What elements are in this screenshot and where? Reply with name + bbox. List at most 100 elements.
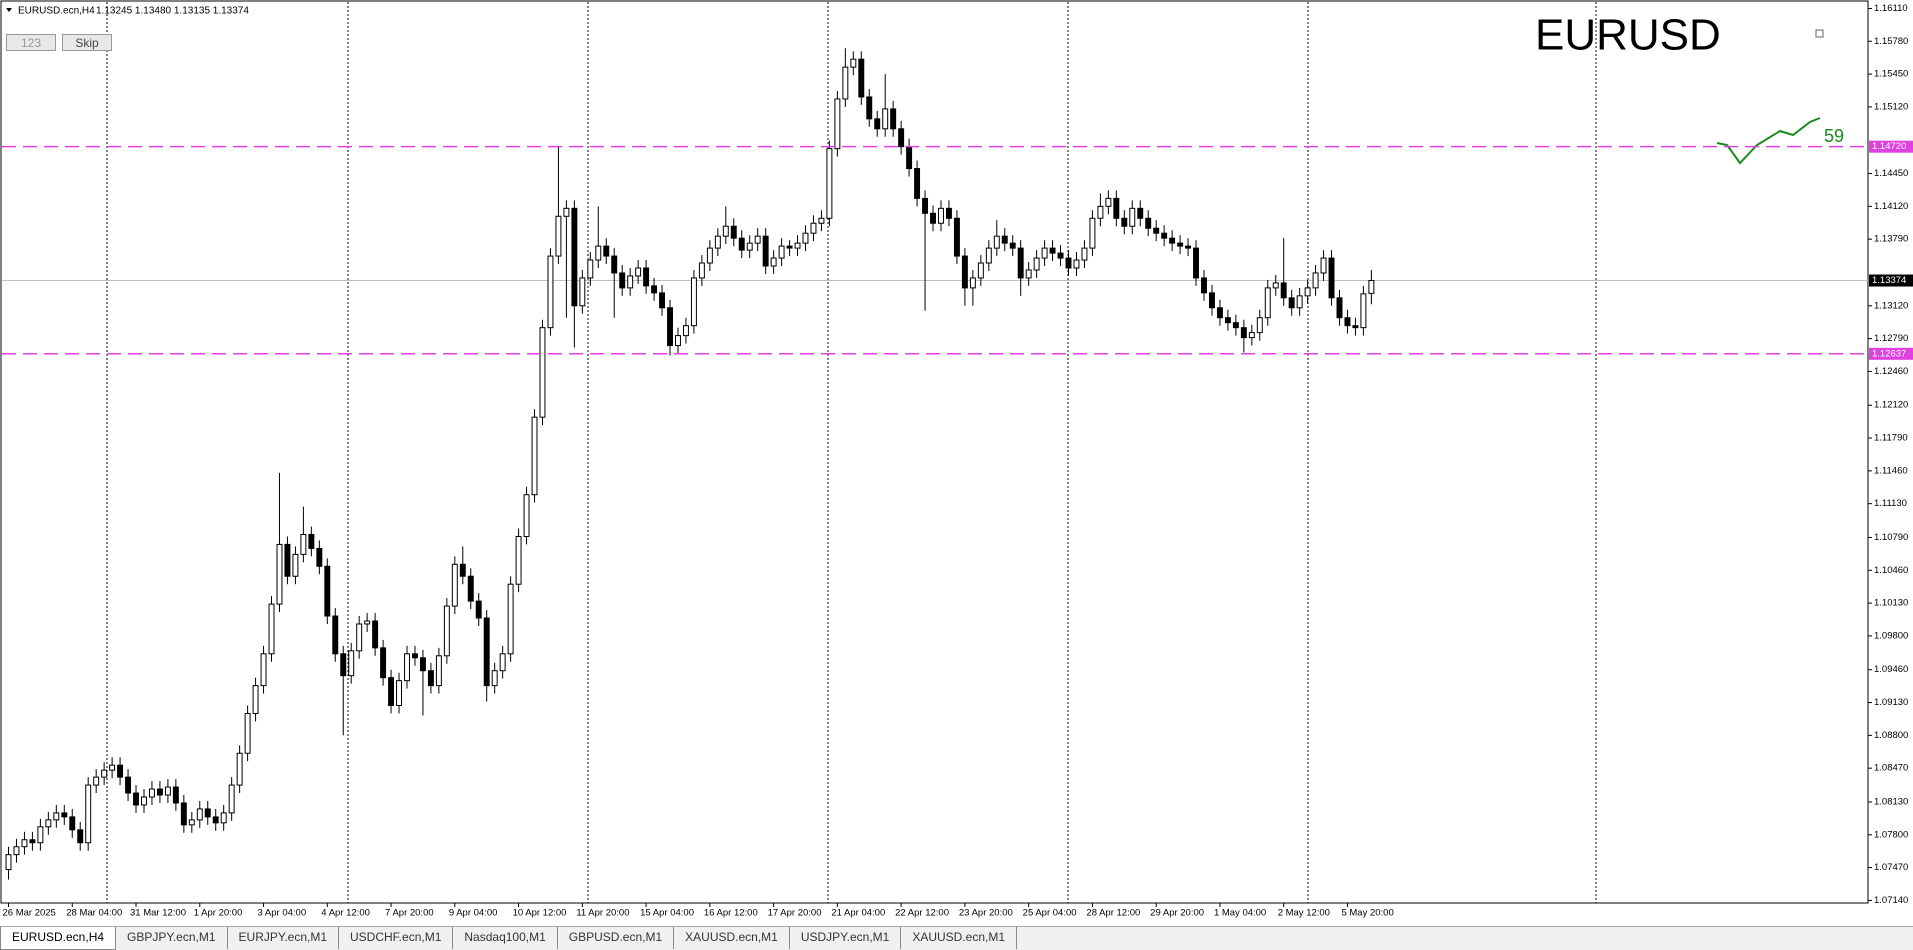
candle-body xyxy=(1057,252,1064,259)
candle-body xyxy=(1177,242,1184,247)
candle-body xyxy=(308,533,315,549)
candle-body xyxy=(268,603,275,655)
candle-body xyxy=(890,108,897,130)
y-tick-label: 1.15450 xyxy=(1874,69,1908,80)
x-tick-label: 4 Apr 12:00 xyxy=(321,908,370,919)
candle-body xyxy=(1304,287,1311,297)
y-tick-label: 1.07800 xyxy=(1874,829,1908,840)
candle-body xyxy=(579,277,586,307)
candle-body xyxy=(1009,242,1016,249)
y-tick-label: 1.14120 xyxy=(1874,201,1908,212)
candle-body xyxy=(1049,247,1056,254)
candle-body xyxy=(459,563,466,577)
candle-body xyxy=(380,647,387,679)
candle-body xyxy=(404,653,410,682)
candle-body xyxy=(906,146,913,170)
candle-body xyxy=(945,207,952,219)
candle-body xyxy=(930,212,936,224)
skip-button[interactable]: Skip xyxy=(62,34,112,51)
candle-body xyxy=(1017,247,1024,279)
candle-body xyxy=(356,623,363,652)
candle-body xyxy=(475,600,482,619)
candle-body xyxy=(1065,257,1072,269)
candle-body xyxy=(1240,327,1247,339)
x-tick-label: 1 Apr 20:00 xyxy=(194,908,243,919)
x-tick-label: 22 Apr 12:00 xyxy=(895,908,949,919)
candle-body xyxy=(539,327,546,418)
x-tick-label: 23 Apr 20:00 xyxy=(959,908,1013,919)
candle-body xyxy=(1352,325,1359,329)
candle-body xyxy=(563,207,570,217)
count-input[interactable]: 123 xyxy=(6,34,56,51)
x-tick-label: 16 Apr 12:00 xyxy=(704,908,758,919)
candle-body xyxy=(882,108,889,130)
x-tick-label: 29 Apr 20:00 xyxy=(1150,908,1204,919)
candle-body xyxy=(260,653,267,687)
candle-body xyxy=(643,267,650,287)
candle-body xyxy=(1185,245,1192,249)
candle-body xyxy=(866,96,873,120)
candle-body xyxy=(1025,269,1032,279)
tab[interactable]: USDCHF.ecn,M1 xyxy=(339,927,454,949)
candle-body xyxy=(133,792,139,806)
y-tick-label: 1.07470 xyxy=(1874,862,1908,873)
tab[interactable]: GBPUSD.ecn,M1 xyxy=(558,927,675,949)
y-tick-label: 1.10460 xyxy=(1874,565,1908,576)
candle-body xyxy=(738,237,745,251)
candle-body xyxy=(627,275,634,289)
candle-body xyxy=(874,118,881,130)
y-tick-label: 1.08800 xyxy=(1874,730,1908,741)
candle-body xyxy=(1256,317,1263,334)
candle-body xyxy=(93,776,100,786)
candle-body xyxy=(411,653,418,659)
candle-body xyxy=(555,215,562,257)
candle-body xyxy=(483,617,490,687)
candle-body xyxy=(316,547,323,567)
candle-body xyxy=(1041,247,1048,259)
candle-body xyxy=(675,335,681,347)
candle-body xyxy=(1208,292,1215,309)
candle-body xyxy=(212,816,219,824)
candle-body xyxy=(1153,227,1160,234)
candle-body xyxy=(746,242,753,251)
candle-body xyxy=(914,168,921,199)
tab[interactable]: Nasdaq100,M1 xyxy=(453,927,558,949)
tab[interactable]: XAUUSD.ecn,M1 xyxy=(901,927,1018,949)
y-tick-label: 1.13120 xyxy=(1874,300,1908,311)
level-label: 1.12637 xyxy=(1872,348,1906,359)
candle-body xyxy=(698,262,705,279)
candle-body xyxy=(1001,235,1008,244)
tab[interactable]: GBPJPY.ecn,M1 xyxy=(116,927,228,949)
y-tick-label: 1.09130 xyxy=(1874,697,1908,708)
tab[interactable]: EURJPY.ecn,M1 xyxy=(228,927,340,949)
tab[interactable]: EURUSD.ecn,H4 xyxy=(0,927,117,950)
candle-body xyxy=(690,277,697,327)
candle-body xyxy=(953,217,960,257)
candle-body xyxy=(180,802,187,826)
y-tick-label: 1.14450 xyxy=(1874,168,1908,179)
candle-body xyxy=(77,829,84,844)
x-tick-label: 21 Apr 04:00 xyxy=(831,908,885,919)
candle-body xyxy=(491,670,498,687)
candle-body xyxy=(667,307,673,347)
candle-body xyxy=(1272,282,1279,289)
candle-body xyxy=(1320,257,1327,274)
candle-body xyxy=(850,58,857,68)
candle-body xyxy=(1145,217,1152,229)
candle-body xyxy=(427,670,434,687)
candle-body xyxy=(635,267,642,277)
plot-frame xyxy=(0,0,1869,904)
tab[interactable]: XAUUSD.ecn,M1 xyxy=(674,927,790,949)
tab[interactable]: USDJPY.ecn,M1 xyxy=(790,927,902,949)
candle-body xyxy=(985,247,992,264)
candle-body xyxy=(1224,317,1231,324)
candle-body xyxy=(204,808,211,818)
candle-body xyxy=(754,235,761,244)
candle-body xyxy=(61,812,68,818)
candle-body xyxy=(1193,247,1200,279)
x-tick-label: 7 Apr 20:00 xyxy=(385,908,434,919)
candle-body xyxy=(1288,297,1295,309)
menu-arrow[interactable] xyxy=(6,8,12,12)
level-label-bg xyxy=(1869,140,1913,153)
candle-body xyxy=(730,225,737,239)
